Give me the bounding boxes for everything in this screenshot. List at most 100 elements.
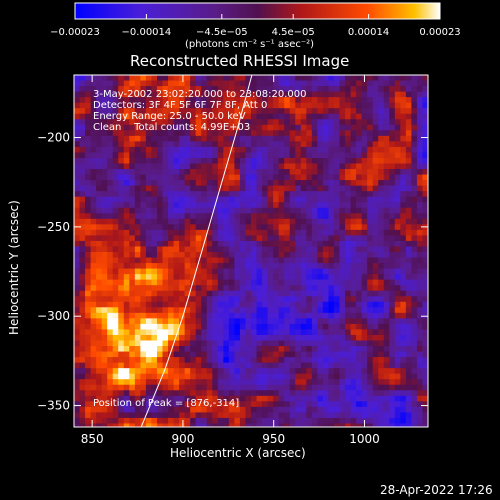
heatmap-cell xyxy=(90,141,97,148)
heatmap-cell xyxy=(173,180,180,187)
heatmap-cell xyxy=(300,412,307,419)
heatmap-cell xyxy=(356,379,363,386)
heatmap-cell xyxy=(228,152,235,159)
heatmap-cell xyxy=(206,218,213,225)
heatmap-cell xyxy=(295,196,302,203)
heatmap-cell xyxy=(322,218,329,225)
heatmap-cell xyxy=(256,401,263,408)
heatmap-cell xyxy=(317,207,324,214)
heatmap-cell xyxy=(129,379,136,386)
heatmap-cell xyxy=(317,235,324,242)
heatmap-cell xyxy=(245,119,252,126)
heatmap-cell xyxy=(129,213,136,220)
heatmap-cell xyxy=(217,401,224,408)
heatmap-cell xyxy=(278,119,285,126)
heatmap-cell xyxy=(383,395,390,402)
heatmap-cell xyxy=(416,368,423,375)
heatmap-cell xyxy=(411,318,418,325)
heatmap-cell xyxy=(245,379,252,386)
heatmap-cell xyxy=(206,169,213,175)
heatmap-cell xyxy=(289,180,296,187)
heatmap-cell xyxy=(278,268,285,275)
heatmap-cell xyxy=(140,368,147,375)
heatmap-cell xyxy=(383,180,390,187)
heatmap-cell xyxy=(206,285,213,292)
heatmap-cell xyxy=(184,174,191,181)
heatmap-cell xyxy=(79,318,86,325)
heatmap-cell xyxy=(85,263,91,269)
heatmap-cell xyxy=(74,108,80,115)
heatmap-cell xyxy=(378,395,385,402)
heatmap-cell xyxy=(311,373,318,380)
heatmap-cell xyxy=(145,163,152,170)
heatmap-cell xyxy=(328,157,335,164)
heatmap-cell xyxy=(101,174,108,181)
heatmap-cell xyxy=(311,279,318,286)
heatmap-cell xyxy=(212,312,219,319)
heatmap-cell xyxy=(356,323,363,330)
heatmap-cell xyxy=(273,279,280,286)
heatmap-cell xyxy=(151,357,158,364)
heatmap-cell xyxy=(96,185,103,192)
heatmap-cell xyxy=(79,202,86,209)
heatmap-cell xyxy=(378,157,385,164)
heatmap-cell xyxy=(112,290,119,297)
heatmap-cell xyxy=(118,119,125,126)
heatmap-cell xyxy=(129,169,136,175)
heatmap-cell xyxy=(184,130,191,137)
heatmap-cell xyxy=(422,235,428,242)
heatmap-cell xyxy=(416,97,423,104)
heatmap-cell xyxy=(251,368,257,375)
heatmap-cell xyxy=(168,423,174,427)
heatmap-cell xyxy=(79,75,86,81)
heatmap-cell xyxy=(239,263,246,269)
heatmap-cell xyxy=(389,163,396,170)
heatmap-cell xyxy=(306,135,313,142)
heatmap-cell xyxy=(383,86,390,92)
heatmap-cell xyxy=(79,417,86,424)
heatmap-cell xyxy=(416,318,423,325)
heatmap-cell xyxy=(239,368,246,375)
heatmap-cell xyxy=(79,357,86,364)
heatmap-cell xyxy=(345,130,351,137)
heatmap-cell xyxy=(367,268,374,275)
heatmap-cell xyxy=(79,423,86,427)
heatmap-cell xyxy=(101,124,108,131)
heatmap-cell xyxy=(173,312,180,319)
heatmap-cell xyxy=(367,301,374,308)
heatmap-cell xyxy=(256,163,263,170)
heatmap-cell xyxy=(273,163,280,170)
heatmap-cell xyxy=(356,180,363,187)
heatmap-cell xyxy=(378,406,385,413)
heatmap-cell xyxy=(361,307,368,314)
heatmap-cell xyxy=(217,362,224,369)
heatmap-cell xyxy=(317,213,324,220)
heatmap-cell xyxy=(273,102,280,109)
heatmap-cell xyxy=(328,395,335,402)
heatmap-cell xyxy=(85,130,91,137)
heatmap-cell xyxy=(400,329,407,336)
heatmap-cell xyxy=(223,135,230,142)
heatmap-cell xyxy=(107,180,114,187)
heatmap-cell xyxy=(134,279,141,286)
heatmap-cell xyxy=(123,307,130,314)
heatmap-cell xyxy=(284,218,291,225)
heatmap-cell xyxy=(361,169,368,175)
heatmap-cell xyxy=(234,229,241,236)
heatmap-cell xyxy=(206,108,213,115)
heatmap-cell xyxy=(300,102,307,109)
heatmap-cell xyxy=(79,196,86,203)
heatmap-cell xyxy=(311,362,318,369)
heatmap-cell xyxy=(267,141,274,148)
heatmap-cell xyxy=(400,395,407,402)
heatmap-cell xyxy=(405,346,412,352)
heatmap-cell xyxy=(151,346,158,352)
heatmap-cell xyxy=(367,213,374,220)
heatmap-cell xyxy=(394,412,401,419)
heatmap-cell xyxy=(389,307,396,314)
heatmap-cell xyxy=(317,180,324,187)
heatmap-cell xyxy=(195,252,202,258)
heatmap-cell xyxy=(278,390,285,397)
heatmap-cell xyxy=(317,323,324,330)
heatmap-cell xyxy=(123,235,130,242)
